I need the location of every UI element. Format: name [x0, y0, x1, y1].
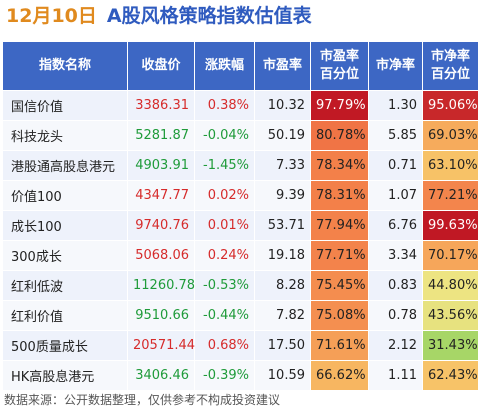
close-price-cell: 4903.91 [127, 150, 195, 181]
change-cell: -0.53% [194, 270, 255, 301]
change-cell: -0.44% [194, 300, 255, 331]
close-price-cell: 9740.76 [127, 210, 195, 241]
change-cell: 0.68% [194, 330, 255, 361]
change-cell: -1.45% [194, 150, 255, 181]
table-row: 价值100 4347.77 0.02% 9.39 78.31% 1.07 77.21% [2, 180, 479, 211]
index-name-cell: 港股通高股息港元 [2, 150, 128, 181]
change-cell: 0.01% [194, 210, 255, 241]
change-cell: 0.24% [194, 240, 255, 271]
pe-percentile-cell: 77.71% [310, 240, 369, 271]
table-row: 红利价值 9510.66 -0.44% 7.82 75.08% 0.78 43.56% [2, 300, 479, 331]
pe-cell: 9.39 [254, 180, 311, 211]
pb-cell: 1.11 [368, 360, 423, 391]
index-name-cell: 红利低波 [2, 270, 128, 301]
table-row: 300成长 5068.06 0.24% 19.18 77.71% 3.34 70.17% [2, 240, 479, 271]
index-name-cell: 国信价值 [2, 90, 128, 121]
pb-cell: 5.85 [368, 120, 423, 151]
index-name-cell: 科技龙头 [2, 120, 128, 151]
table-row: 红利低波 11260.78 -0.53% 8.28 75.45% 0.83 44.80% [2, 270, 479, 301]
pe-cell: 10.32 [254, 90, 311, 121]
column-header-pb: 市净率 [368, 41, 423, 91]
pb-percentile-cell: 95.06% [422, 90, 479, 121]
pb-cell: 1.30 [368, 90, 423, 121]
pb-percentile-cell: 77.21% [422, 180, 479, 211]
column-header-pe: 市盈率 [254, 41, 311, 91]
close-price-cell: 5068.06 [127, 240, 195, 271]
column-header-pe-percentile: 市盈率 百分位 [310, 41, 369, 91]
pe-cell: 7.33 [254, 150, 311, 181]
pe-cell: 8.28 [254, 270, 311, 301]
close-price-cell: 4347.77 [127, 180, 195, 211]
pe-cell: 7.82 [254, 300, 311, 331]
close-price-cell: 9510.66 [127, 300, 195, 331]
table-row: 成长100 9740.76 0.01% 53.71 77.94% 6.76 99.63% [2, 210, 479, 241]
index-name-cell: 价值100 [2, 180, 128, 211]
report-title: A股风格策略指数估值表 [106, 5, 312, 27]
pb-cell: 2.12 [368, 330, 423, 361]
close-price-cell: 3406.46 [127, 360, 195, 391]
close-price-cell: 3386.31 [127, 90, 195, 121]
pe-percentile-cell: 75.08% [310, 300, 369, 331]
page-title: 12月10日 A股风格策略指数估值表 [6, 2, 312, 30]
change-cell: -0.04% [194, 120, 255, 151]
pe-percentile-cell: 75.45% [310, 270, 369, 301]
pe-percentile-cell: 97.79% [310, 90, 369, 121]
index-name-cell: 成长100 [2, 210, 128, 241]
pe-cell: 19.18 [254, 240, 311, 271]
pb-percentile-cell: 99.63% [422, 210, 479, 241]
pe-cell: 50.19 [254, 120, 311, 151]
table-header-row: 指数名称 收盘价 涨跌幅 市盈率 市盈率 百分位 市净率 市净率 百分位 [2, 41, 479, 91]
pb-cell: 1.07 [368, 180, 423, 211]
table-row: 500质量成长 20571.44 0.68% 17.50 71.61% 2.12 31.43… [2, 330, 479, 361]
column-header-close: 收盘价 [127, 41, 195, 91]
pe-cell: 10.59 [254, 360, 311, 391]
data-source-note: 数据来源：公开数据整理，仅供参考不构成投资建议 [4, 393, 281, 407]
change-cell: -0.39% [194, 360, 255, 391]
index-name-cell: HK高股息港元 [2, 360, 128, 391]
pe-cell: 17.50 [254, 330, 311, 361]
column-header-pb-percentile: 市净率 百分位 [422, 41, 479, 91]
pe-percentile-cell: 78.31% [310, 180, 369, 211]
pb-cell: 6.76 [368, 210, 423, 241]
pe-percentile-cell: 66.62% [310, 360, 369, 391]
close-price-cell: 5281.87 [127, 120, 195, 151]
table-row: 国信价值 3386.31 0.38% 10.32 97.79% 1.30 95.06% [2, 90, 479, 121]
column-header-change: 涨跌幅 [194, 41, 255, 91]
pb-percentile-cell: 43.56% [422, 300, 479, 331]
pb-percentile-cell: 63.10% [422, 150, 479, 181]
valuation-table: 指数名称 收盘价 涨跌幅 市盈率 市盈率 百分位 市净率 市净率 百分位 国信价值 3… [2, 41, 479, 391]
change-cell: 0.02% [194, 180, 255, 211]
index-name-cell: 红利价值 [2, 300, 128, 331]
pb-percentile-cell: 69.03% [422, 120, 479, 151]
pe-percentile-cell: 78.34% [310, 150, 369, 181]
close-price-cell: 20571.44 [127, 330, 195, 361]
change-cell: 0.38% [194, 90, 255, 121]
column-header-name: 指数名称 [2, 41, 128, 91]
pb-cell: 3.34 [368, 240, 423, 271]
pb-cell: 0.71 [368, 150, 423, 181]
table-row: 港股通高股息港元 4903.91 -1.45% 7.33 78.34% 0.71 63.10… [2, 150, 479, 181]
index-name-cell: 300成长 [2, 240, 128, 271]
pb-percentile-cell: 62.43% [422, 360, 479, 391]
pe-percentile-cell: 77.94% [310, 210, 369, 241]
pb-percentile-cell: 44.80% [422, 270, 479, 301]
report-date: 12月10日 [6, 5, 97, 27]
pe-percentile-cell: 71.61% [310, 330, 369, 361]
table-row: 科技龙头 5281.87 -0.04% 50.19 80.78% 5.85 69.03% [2, 120, 479, 151]
pb-percentile-cell: 70.17% [422, 240, 479, 271]
close-price-cell: 11260.78 [127, 270, 195, 301]
pb-percentile-cell: 31.43% [422, 330, 479, 361]
pe-cell: 53.71 [254, 210, 311, 241]
pe-percentile-cell: 80.78% [310, 120, 369, 151]
table-row: HK高股息港元 3406.46 -0.39% 10.59 66.62% 1.11 62.43… [2, 360, 479, 391]
pb-cell: 0.78 [368, 300, 423, 331]
pb-cell: 0.83 [368, 270, 423, 301]
index-name-cell: 500质量成长 [2, 330, 128, 361]
